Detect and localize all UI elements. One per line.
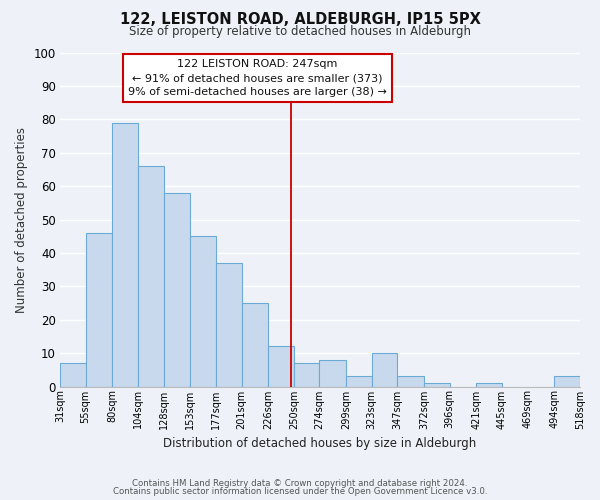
Bar bbox=[346, 376, 372, 386]
Bar bbox=[164, 193, 190, 386]
Text: Contains public sector information licensed under the Open Government Licence v3: Contains public sector information licen… bbox=[113, 487, 487, 496]
Bar bbox=[554, 376, 580, 386]
Bar bbox=[319, 360, 346, 386]
Bar bbox=[216, 263, 242, 386]
Bar bbox=[268, 346, 294, 387]
Bar bbox=[294, 363, 319, 386]
Bar bbox=[86, 233, 112, 386]
Bar bbox=[372, 353, 397, 386]
Bar bbox=[138, 166, 164, 386]
Text: Size of property relative to detached houses in Aldeburgh: Size of property relative to detached ho… bbox=[129, 25, 471, 38]
Text: 122 LEISTON ROAD: 247sqm
← 91% of detached houses are smaller (373)
9% of semi-d: 122 LEISTON ROAD: 247sqm ← 91% of detach… bbox=[128, 59, 387, 97]
Bar bbox=[60, 363, 86, 386]
Bar bbox=[190, 236, 216, 386]
Bar bbox=[424, 383, 450, 386]
Bar bbox=[397, 376, 424, 386]
Bar bbox=[112, 122, 138, 386]
Bar bbox=[476, 383, 502, 386]
Y-axis label: Number of detached properties: Number of detached properties bbox=[15, 126, 28, 312]
X-axis label: Distribution of detached houses by size in Aldeburgh: Distribution of detached houses by size … bbox=[163, 437, 476, 450]
Text: Contains HM Land Registry data © Crown copyright and database right 2024.: Contains HM Land Registry data © Crown c… bbox=[132, 478, 468, 488]
Bar bbox=[242, 303, 268, 386]
Text: 122, LEISTON ROAD, ALDEBURGH, IP15 5PX: 122, LEISTON ROAD, ALDEBURGH, IP15 5PX bbox=[119, 12, 481, 28]
